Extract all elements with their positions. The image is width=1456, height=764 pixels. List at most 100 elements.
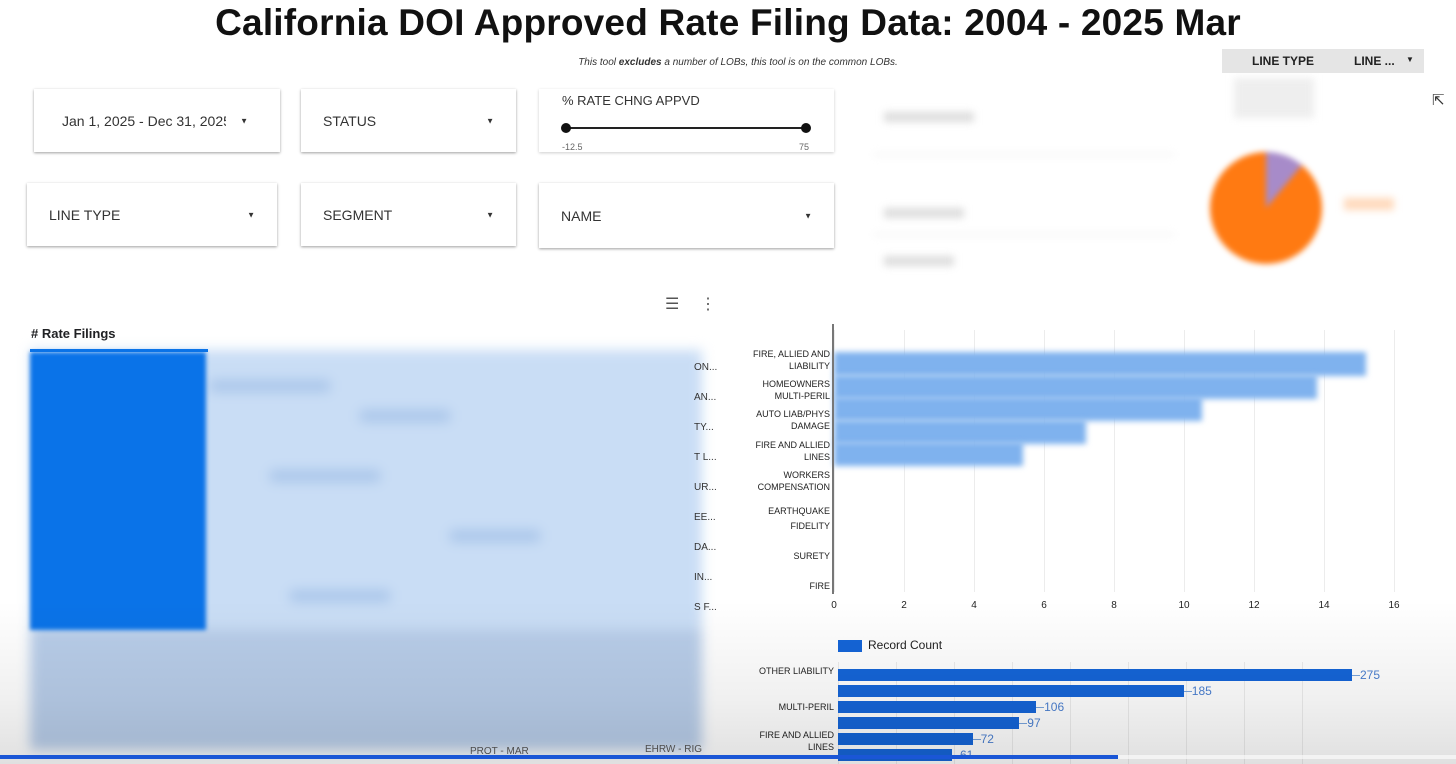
status-filter[interactable]: STATUS ▼	[301, 89, 516, 152]
bar	[834, 397, 1202, 421]
bar	[834, 352, 1366, 376]
slider-max-value: 75	[799, 142, 810, 152]
grid-line	[904, 330, 905, 592]
page-title: California DOI Approved Rate Filing Data…	[215, 2, 1241, 43]
grid-line	[1128, 662, 1129, 764]
category-label: EARTHQUAKE	[768, 506, 830, 516]
segment-filter-label: SEGMENT	[323, 206, 393, 223]
grid-line	[954, 662, 955, 764]
category-label: FIDELITY	[790, 521, 830, 531]
category-label: WORKERS COMPENSATION	[757, 470, 830, 492]
filter-icon[interactable]: ☰	[665, 296, 680, 313]
category-label: FIRE	[809, 581, 830, 591]
more-options-icon[interactable]: ⋮	[700, 296, 716, 313]
x-tick-label: 8	[1111, 600, 1117, 611]
name-filter[interactable]: NAME ▼	[539, 183, 834, 248]
category-label: MULTI-PERIL	[778, 702, 834, 712]
grid-line	[834, 330, 835, 592]
segment-filter[interactable]: SEGMENT ▼	[301, 183, 516, 246]
table-sort-bar	[30, 349, 208, 352]
x-tick-label: 6	[1041, 600, 1047, 611]
bar	[838, 733, 973, 745]
slider-min-value: -12.5	[562, 142, 583, 152]
date-range-value: Jan 1, 2025 - Dec 31, 2025	[62, 112, 226, 129]
category-label: SURETY	[793, 551, 830, 561]
table-row-tail: AN...	[694, 392, 717, 403]
chart1-y-axis	[832, 324, 834, 594]
line-type-filter[interactable]: LINE TYPE ▼	[27, 183, 277, 246]
grid-line	[1324, 330, 1325, 592]
chevron-down-icon: ▼	[240, 116, 248, 125]
chevron-down-icon: ▼	[1406, 55, 1414, 64]
video-progress-fill	[0, 755, 1119, 759]
data-label-leader	[1352, 675, 1360, 676]
x-tick-label: 4	[971, 600, 977, 611]
slider-track[interactable]	[561, 123, 811, 133]
data-label: 185	[1191, 684, 1212, 698]
category-label: HOMEOWNERS MULTI-PERIL	[762, 379, 831, 401]
data-label-leader	[1036, 707, 1045, 708]
grid-line	[1184, 330, 1185, 592]
slider-min-handle[interactable]	[561, 123, 571, 133]
grid-line	[1394, 330, 1395, 592]
data-label: 106	[1044, 700, 1065, 714]
x-tick-label: 12	[1248, 600, 1260, 611]
grid-line	[1012, 662, 1013, 764]
rate-change-label: % RATE CHNG APPVD	[562, 93, 700, 108]
table-highlight-column	[30, 352, 206, 630]
table-footer-cell: EHRW - RIG	[645, 744, 703, 755]
bar	[838, 701, 1037, 713]
grid-line	[1186, 662, 1187, 764]
slider-max-handle[interactable]	[801, 123, 811, 133]
toggle-line-type[interactable]: LINE TYPE	[1252, 54, 1315, 68]
data-label-leader	[972, 739, 981, 740]
data-label-leader	[1019, 723, 1028, 724]
line-type-filter-label: LINE TYPE	[49, 206, 121, 223]
video-progress-track[interactable]	[0, 755, 1456, 759]
pie-chart	[1210, 152, 1322, 264]
legend-label: Record Count	[868, 638, 943, 652]
chevron-down-icon: ▼	[247, 210, 255, 219]
chevron-down-icon: ▼	[486, 210, 494, 219]
status-filter-label: STATUS	[323, 112, 377, 129]
table-row-tail: ON...	[694, 362, 718, 373]
page-subtitle: This tool excludes a number of LOBs, thi…	[578, 57, 898, 68]
category-label: OTHER LIABILITY	[758, 666, 834, 676]
bar	[834, 442, 1023, 466]
grid-line	[1114, 330, 1115, 592]
rate-change-slider-control[interactable]: % RATE CHNG APPVD -12.5 75	[539, 89, 834, 152]
x-tick-label: 10	[1178, 600, 1190, 611]
line-type-toggle[interactable]: LINE TYPE LINE ... ▼	[1222, 49, 1424, 73]
name-filter-label: NAME	[561, 207, 602, 224]
data-label: 72	[980, 732, 994, 746]
grid-line	[1044, 330, 1045, 592]
table-row-tail: EE...	[694, 512, 716, 523]
grid-line	[896, 662, 897, 764]
bar	[838, 669, 1352, 681]
x-tick-label: 0	[831, 600, 837, 611]
table-row-tails: ON... AN... TY... T L... UR... EE... DA... IN..…	[694, 350, 734, 750]
chevron-down-icon: ▼	[486, 116, 494, 125]
x-tick-label: 14	[1318, 600, 1330, 611]
category-label: FIRE, ALLIED AND LIABILITY	[752, 349, 830, 371]
table-row-tail: TY...	[694, 422, 714, 433]
legend-swatch	[838, 640, 862, 652]
x-tick-label: 16	[1388, 600, 1400, 611]
date-range-picker[interactable]: Jan 1, 2025 - Dec 31, 2025 ▼	[34, 89, 280, 152]
table-row-tail: IN...	[694, 572, 713, 583]
table-title: # Rate Filings	[31, 326, 116, 341]
category-label: FIRE AND ALLIED LINES	[759, 730, 834, 752]
chevron-down-icon: ▼	[804, 211, 812, 220]
grid-line	[1070, 662, 1071, 764]
table-row-tail: UR...	[694, 482, 717, 493]
blurred-panel	[834, 78, 1456, 328]
bar	[838, 717, 1020, 729]
data-label-leader	[1183, 691, 1192, 692]
table-row-tail: DA...	[694, 542, 717, 553]
grid-line	[838, 662, 839, 764]
toggle-line[interactable]: LINE ...	[1354, 54, 1395, 68]
grid-line	[1254, 330, 1255, 592]
data-label: 275	[1360, 668, 1381, 682]
grid-line	[1302, 662, 1303, 764]
x-tick-label: 2	[901, 600, 907, 611]
